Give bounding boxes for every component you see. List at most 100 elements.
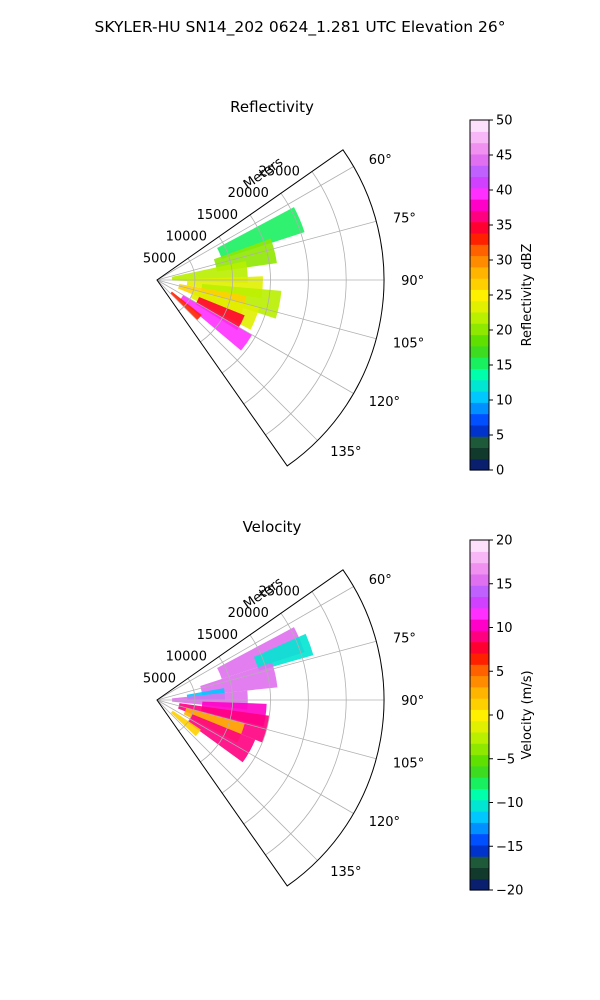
azimuth-tick-label: 60° xyxy=(369,153,392,168)
range-tick-label: 10000 xyxy=(166,650,207,665)
colorbar-swatch xyxy=(470,458,489,471)
colorbar-swatch xyxy=(470,607,489,620)
colorbar-swatch xyxy=(470,686,489,699)
colorbar-swatch xyxy=(470,424,489,437)
azimuth-gridline xyxy=(156,279,318,441)
azimuth-tick-label: 75° xyxy=(393,211,416,226)
azimuth-gridline xyxy=(156,279,377,340)
range-tick-label: 5000 xyxy=(143,251,176,266)
range-tick-label: 15000 xyxy=(197,628,238,643)
range-ring xyxy=(200,656,234,763)
colorbar-swatch xyxy=(470,357,489,369)
colorbar-swatch xyxy=(470,402,489,415)
colorbar-swatch xyxy=(470,709,489,722)
colorbar-swatch xyxy=(470,278,489,290)
echo-region xyxy=(217,207,305,259)
velocity-title: Velocity xyxy=(243,518,302,536)
echo-region xyxy=(200,662,278,696)
figure-title: SKYLER-HU SN14_202 0624_1.281 UTC Elevat… xyxy=(95,18,506,37)
colorbar-swatch xyxy=(470,120,489,132)
azimuth-gridline xyxy=(156,586,354,701)
colorbar-swatch xyxy=(470,573,489,586)
colorbar-swatch xyxy=(470,300,489,313)
colorbar-swatch xyxy=(470,675,489,688)
azimuth-tick-label: 120° xyxy=(369,815,400,830)
reflectivity-colorbar: 0 5 10 15 20 25 30 35 40 45 50 Reflectivity dBZ xyxy=(469,114,535,479)
echo-region xyxy=(217,627,305,679)
colorbar-tick-label: 5 xyxy=(496,429,504,444)
colorbar-swatch xyxy=(470,221,489,234)
colorbar-swatch xyxy=(470,698,489,710)
polar-frame xyxy=(156,569,385,887)
colorbar-tick-label: 20 xyxy=(496,534,513,549)
colorbar-swatch xyxy=(470,413,489,426)
colorbar-tick-label: 10 xyxy=(496,621,513,636)
colorbar-label: Velocity (m/s) xyxy=(520,670,535,759)
colorbar-tick-label: −10 xyxy=(496,796,523,811)
colorbar-swatch xyxy=(470,630,489,643)
colorbar-swatch xyxy=(470,142,489,155)
colorbar-swatch xyxy=(470,379,489,392)
colorbar-swatch xyxy=(470,641,489,654)
range-tick-label: 20000 xyxy=(228,606,269,621)
colorbar-swatch xyxy=(470,187,489,200)
colorbar-swatch xyxy=(470,799,489,812)
colorbar-tick-label: 45 xyxy=(496,149,513,164)
azimuth-tick-label: 90° xyxy=(401,274,424,289)
colorbar-tick-label: 20 xyxy=(496,324,513,339)
echo-region xyxy=(187,714,256,763)
colorbar-swatch xyxy=(470,540,489,552)
echo-region xyxy=(170,291,202,321)
azimuth-gridline xyxy=(156,699,377,760)
range-tick-label: 20000 xyxy=(228,186,269,201)
azimuth-tick-label: 105° xyxy=(393,757,424,772)
azimuth-tick-label: 75° xyxy=(393,631,416,646)
colorbar-swatch xyxy=(470,176,489,189)
range-tick-label: 25000 xyxy=(259,164,300,179)
echo-regions xyxy=(170,207,305,351)
colorbar-swatch xyxy=(470,810,489,823)
colorbar-swatch xyxy=(470,844,489,857)
colorbar-swatch xyxy=(470,777,489,789)
colorbar-swatch xyxy=(470,856,489,869)
range-ring xyxy=(221,214,271,374)
range-ring xyxy=(243,612,309,825)
azimuth-tick-label: 135° xyxy=(330,865,361,880)
azimuth-tick-label: 120° xyxy=(369,395,400,410)
colorbar-swatch xyxy=(470,232,489,245)
colorbar-swatch xyxy=(470,596,489,609)
azimuth-gridline xyxy=(156,279,354,394)
colorbar-swatch xyxy=(470,334,489,347)
azimuth-gridline xyxy=(156,699,318,861)
colorbar-swatch xyxy=(470,436,489,449)
colorbar-swatch xyxy=(470,323,489,336)
colorbar-swatch xyxy=(470,878,489,891)
velocity-colorbar: −20 −15 −10 −5 0 5 10 15 20 Velocity (m/s) xyxy=(469,534,535,899)
colorbar-swatch xyxy=(470,165,489,178)
azimuth-tick-label: 135° xyxy=(330,445,361,460)
colorbar-swatch xyxy=(470,131,489,144)
colorbar-swatch xyxy=(470,720,489,733)
colorbar-swatch xyxy=(470,266,489,279)
colorbar-label: Reflectivity dBZ xyxy=(520,244,535,347)
colorbar-swatch xyxy=(470,447,489,460)
colorbar-swatch xyxy=(470,390,489,403)
colorbar-swatch xyxy=(470,585,489,598)
colorbar-swatch xyxy=(470,289,489,302)
colorbar-tick-label: −5 xyxy=(496,752,515,767)
colorbar-tick-label: 40 xyxy=(496,184,513,199)
azimuth-gridline xyxy=(156,166,354,281)
colorbar-swatch xyxy=(470,311,489,324)
colorbar-swatch xyxy=(470,368,489,381)
colorbar-tick-label: 10 xyxy=(496,394,513,409)
range-ring xyxy=(265,171,347,436)
range-tick-label: 15000 xyxy=(197,208,238,223)
colorbar-swatch xyxy=(470,743,489,756)
azimuth-gridline xyxy=(156,640,377,701)
echo-region xyxy=(195,297,245,331)
colorbar-tick-label: −15 xyxy=(496,840,523,855)
azimuth-gridline xyxy=(156,699,354,814)
azimuth-tick-label: 90° xyxy=(401,694,424,709)
colorbar-tick-label: 50 xyxy=(496,114,513,129)
colorbar-tick-label: 35 xyxy=(496,219,513,234)
